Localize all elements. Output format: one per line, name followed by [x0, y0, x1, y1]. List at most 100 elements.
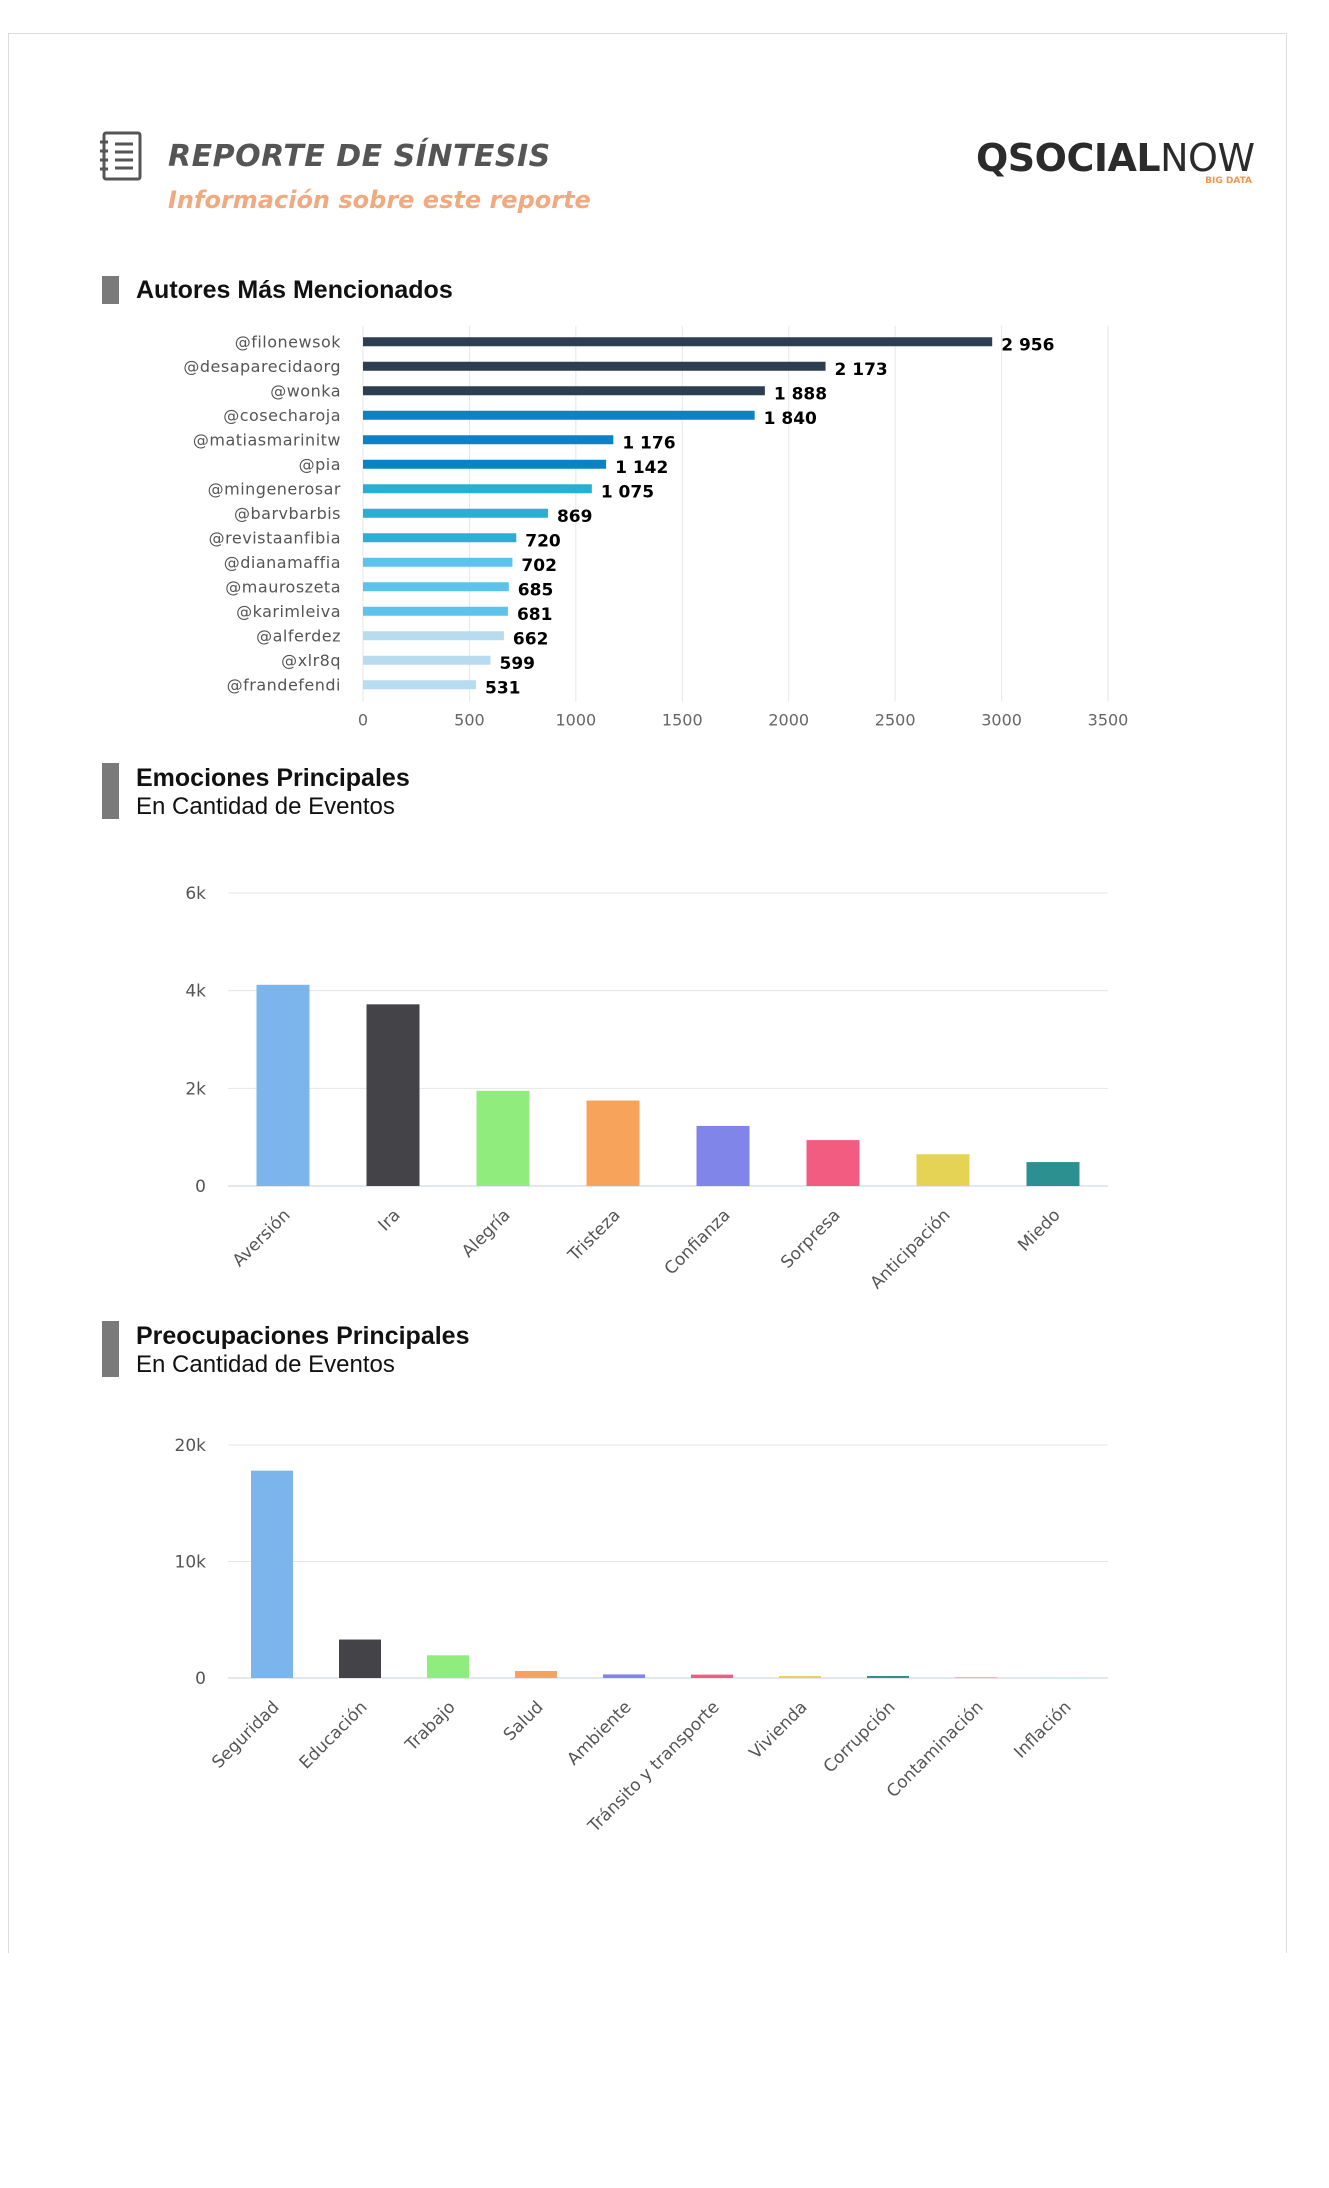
bar — [256, 984, 310, 1186]
emotions-bar-chart: 0 2k 4k 6k Aversión Ira Alegría Tristeza Confian… — [185, 884, 1108, 1293]
report-page — [8, 33, 1287, 1953]
bar — [363, 435, 614, 445]
y-tick-label: 6k — [185, 884, 206, 904]
bar — [363, 386, 765, 396]
bar — [363, 582, 509, 592]
category-label: Tristeza — [564, 1205, 625, 1266]
x-tick-label: 1500 — [662, 711, 703, 730]
bar — [867, 1676, 909, 1678]
data-label: 1 176 — [622, 433, 675, 453]
section-marker — [102, 276, 119, 304]
data-label: 685 — [518, 580, 554, 600]
category-label: Inflación — [1010, 1697, 1075, 1762]
category-label: Anticipación — [867, 1205, 955, 1293]
data-label: 702 — [521, 556, 557, 576]
data-label: 1 142 — [615, 458, 668, 478]
x-tick-label: 3000 — [981, 711, 1022, 730]
x-tick-label: 2000 — [768, 711, 809, 730]
data-label: 869 — [557, 507, 593, 527]
data-label: 2 173 — [835, 360, 888, 380]
category-label: @karimleiva — [236, 602, 341, 621]
bar — [363, 410, 755, 420]
logo-tag: BIG DATA — [1205, 176, 1252, 186]
bar — [363, 459, 607, 469]
x-tick-label: 500 — [454, 711, 485, 730]
category-label: @cosecharoja — [223, 406, 341, 425]
bar — [363, 606, 508, 616]
category-label: @revistaanfibia — [209, 528, 341, 547]
bar — [363, 680, 477, 690]
bar — [586, 1100, 640, 1186]
bar — [363, 557, 513, 567]
qsocialnow-logo: QSOCIALNOW BIG DATA — [976, 139, 1276, 189]
y-tick-label: 20k — [175, 1436, 207, 1456]
y-tick-label: 10k — [175, 1553, 207, 1573]
concerns-section-title: Preocupaciones Principales — [136, 1322, 470, 1350]
bar — [603, 1674, 645, 1678]
category-label: Ira — [375, 1205, 405, 1235]
category-label: @mingenerosar — [208, 479, 341, 498]
section-marker — [102, 763, 119, 819]
logo-main-light: NOW — [1160, 136, 1255, 180]
bar — [363, 508, 548, 518]
category-label: Vivienda — [746, 1697, 812, 1763]
x-tick-label: 3500 — [1088, 711, 1129, 730]
category-label: Alegría — [458, 1205, 514, 1261]
category-label: @alferdez — [256, 626, 341, 645]
category-label: @xlr8q — [281, 651, 341, 670]
authors-bar-chart: 0 500 1000 1500 2000 2500 3000 3500 @filonewsok 2… — [183, 326, 1129, 730]
y-tick-label: 0 — [195, 1669, 206, 1689]
category-label: Confianza — [661, 1205, 735, 1279]
bar — [363, 484, 592, 494]
bar — [691, 1674, 733, 1678]
y-tick-label: 0 — [195, 1177, 206, 1197]
category-label: Miedo — [1014, 1205, 1064, 1255]
y-tick-label: 4k — [185, 982, 206, 1002]
bar — [339, 1639, 381, 1678]
bar — [1026, 1162, 1080, 1186]
x-tick-label: 0 — [358, 711, 368, 730]
bar — [363, 361, 826, 371]
category-label: @pia — [299, 455, 341, 474]
report-subtitle: Información sobre este reporte — [168, 186, 591, 214]
bar — [476, 1090, 530, 1186]
data-label: 720 — [525, 531, 561, 551]
report-title: REPORTE DE SÍNTESIS — [168, 139, 551, 174]
bar — [806, 1140, 860, 1186]
bar — [779, 1676, 821, 1678]
category-label: @barvbarbis — [234, 504, 341, 523]
bar — [515, 1671, 557, 1678]
category-label: @frandefendi — [227, 675, 341, 694]
bar — [916, 1154, 970, 1186]
category-label: @desaparecidaorg — [183, 357, 341, 376]
concerns-section-subtitle: En Cantidad de Eventos — [136, 1351, 395, 1378]
x-tick-label: 2500 — [875, 711, 916, 730]
section-marker — [102, 1321, 119, 1377]
category-label: Contaminación — [883, 1697, 988, 1802]
category-label: @filonewsok — [235, 332, 342, 351]
data-label: 2 956 — [1001, 335, 1054, 355]
concerns-bar-chart: 0 10k 20k Seguridad Educación Trabajo Salud Amb… — [175, 1436, 1108, 1837]
data-label: 1 888 — [774, 384, 827, 404]
category-label: @dianamaffia — [224, 553, 341, 572]
authors-section-title: Autores Más Mencionados — [136, 276, 453, 304]
bar — [363, 631, 504, 641]
category-label: @matiasmarinitw — [193, 430, 341, 449]
category-label: Ambiente — [563, 1697, 635, 1769]
data-label: 681 — [517, 605, 553, 625]
data-label: 662 — [513, 629, 549, 649]
category-label: Aversión — [229, 1205, 295, 1271]
data-label: 599 — [500, 654, 536, 674]
emotions-section-subtitle: En Cantidad de Eventos — [136, 793, 395, 820]
report-notebook-icon — [100, 131, 142, 181]
bar — [363, 655, 491, 665]
category-label: Seguridad — [208, 1697, 283, 1772]
logo-main-bold: QSOCIAL — [976, 136, 1161, 180]
bar — [427, 1655, 469, 1678]
bar — [366, 1004, 420, 1186]
bar — [363, 337, 993, 347]
data-label: 1 840 — [764, 409, 817, 429]
bar — [955, 1677, 997, 1679]
category-label: Trabajo — [401, 1697, 459, 1755]
category-label: Educación — [296, 1697, 372, 1773]
